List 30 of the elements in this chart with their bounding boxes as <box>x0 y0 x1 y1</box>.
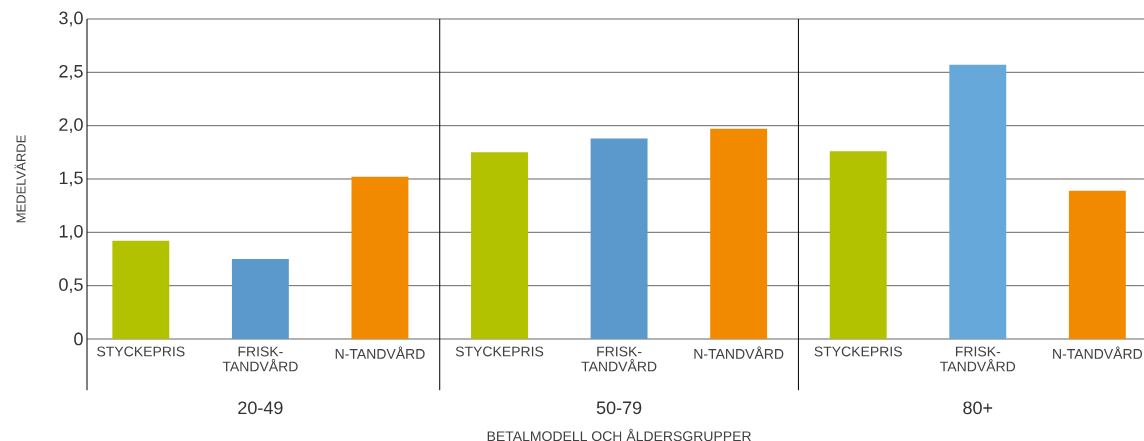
x-tick-label: STYCKEPRIS <box>814 346 902 357</box>
y-tick-label: 2,0 <box>59 118 83 134</box>
y-tick-label: 2,5 <box>59 64 83 80</box>
x-tick-label: N-TANDVÅRD <box>1053 346 1143 359</box>
bar <box>949 64 1007 339</box>
x-tick-label: N-TANDVÅRD <box>694 346 784 359</box>
x-tick-label: N-TANDVÅRD <box>335 346 425 359</box>
y-axis-title: MEDELVÄRDE <box>14 135 26 223</box>
y-tick-label: 0,5 <box>59 278 83 294</box>
y-tick-label: 1,5 <box>59 171 83 187</box>
y-tick-label: 0 <box>74 332 83 346</box>
x-tick-label: STYCKEPRIS <box>97 346 185 357</box>
x-tick-label: STYCKEPRIS <box>455 346 544 357</box>
bar <box>112 240 170 339</box>
bar <box>1068 190 1126 339</box>
y-tick-label: 3,0 <box>59 11 83 27</box>
bar <box>829 151 887 339</box>
x-axis-title: BETALMODELL OCH ÅLDERSGRUPPER <box>487 428 751 441</box>
x-tick-label: FRISK-TANDVÅRD <box>222 346 298 372</box>
bar <box>471 152 528 339</box>
text: 80+ <box>963 401 993 415</box>
x-tick-label: FRISK-TANDVÅRD <box>581 346 657 372</box>
y-tick-label: 1,0 <box>59 224 83 240</box>
bar <box>231 258 289 339</box>
text: 20-49 <box>238 401 283 415</box>
bar <box>351 176 409 339</box>
x-tick-label: FRISK-TANDVÅRD <box>940 346 1016 372</box>
text: 50-79 <box>596 401 642 415</box>
bar <box>710 128 768 339</box>
bar <box>590 138 648 339</box>
